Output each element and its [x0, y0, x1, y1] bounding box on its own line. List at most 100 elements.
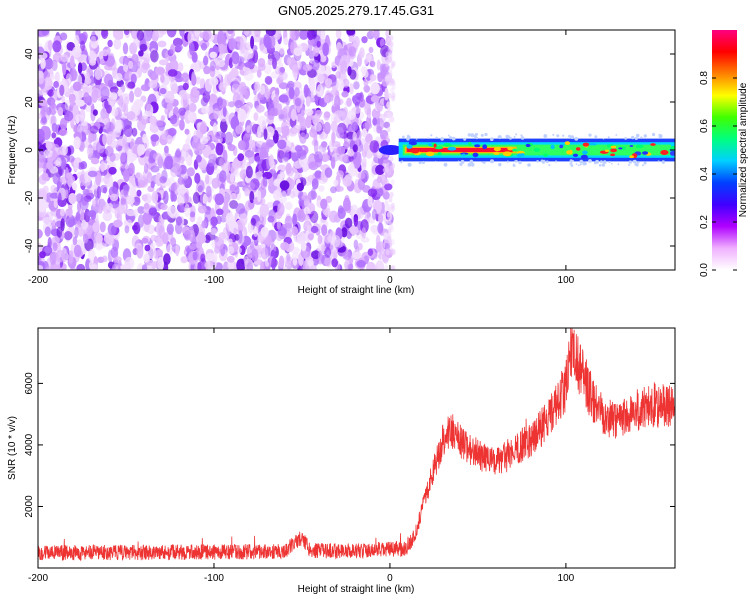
- spectrogram-cell: [283, 266, 288, 270]
- signal-band-halo: [588, 133, 592, 137]
- spectrogram-cell: [368, 46, 374, 54]
- spectrogram-cell: [164, 146, 169, 157]
- signal-band-speckle: [568, 149, 573, 155]
- spectrogram-cell: [50, 185, 57, 193]
- spectrogram-cell: [47, 89, 54, 97]
- spectrogram-cell: [389, 156, 394, 162]
- spectrogram-cell: [280, 171, 286, 179]
- colorbar-tick-label: 0.0: [699, 263, 710, 277]
- x-tick-label: 100: [558, 275, 575, 286]
- snr-frame: [37, 327, 676, 569]
- signal-band-halo: [451, 136, 456, 141]
- signal-band-speckle: [434, 146, 443, 150]
- spectrogram-cell: [177, 185, 187, 196]
- spectrogram-cell: [90, 264, 98, 270]
- x-tick-label: 0: [387, 275, 393, 286]
- spectrogram-cell: [255, 104, 265, 113]
- spectrogram-cell: [107, 79, 114, 87]
- signal-band-speckle: [482, 144, 488, 150]
- signal-band-halo: [642, 164, 644, 167]
- spectrogram-cell: [175, 216, 183, 226]
- spectrogram-cell: [69, 93, 75, 107]
- spectrogram-cell: [385, 30, 390, 38]
- spectrogram-cell: [349, 225, 359, 235]
- signal-band-halo: [447, 134, 450, 137]
- signal-band-halo: [415, 137, 418, 140]
- spectrogram-cell: [387, 46, 392, 53]
- spectrogram-cell: [361, 36, 368, 44]
- spectrogram-cell: [237, 153, 245, 162]
- spectrogram-cell: [112, 219, 123, 228]
- spectrogram-cell: [331, 258, 339, 268]
- spectrogram-cell: [171, 83, 179, 94]
- spectrogram-cell: [386, 101, 391, 108]
- spectrogram-cell: [72, 182, 78, 191]
- spectrogram-cell: [161, 129, 167, 140]
- x-tick-label: -100: [204, 573, 224, 584]
- spectrogram-cell: [279, 47, 285, 55]
- spectrogram-cell: [371, 208, 377, 220]
- spectrogram-cell: [123, 125, 133, 137]
- signal-band-halo: [470, 133, 475, 138]
- signal-band-halo: [513, 136, 516, 138]
- spectrogram-cell: [143, 193, 152, 204]
- spectrogram-cell: [128, 162, 135, 175]
- spectrogram-cell: [53, 81, 59, 88]
- spectrogram-cell: [108, 166, 117, 175]
- spectrogram-cell: [197, 231, 206, 244]
- spectrogram-cell: [294, 87, 300, 97]
- spectrogram-cell: [72, 46, 82, 58]
- spectrogram-cell: [244, 48, 254, 60]
- spectrogram-cell: [311, 178, 319, 190]
- spectrogram-cell: [391, 162, 396, 169]
- spectrogram-cell: [320, 30, 326, 40]
- spectrogram-cell: [321, 224, 328, 236]
- spectrogram-cell: [228, 238, 233, 245]
- spectrogram-cell: [72, 124, 79, 134]
- spectrogram-cell: [148, 80, 158, 89]
- spectrogram-cell: [284, 201, 293, 210]
- spectrogram-cell: [120, 197, 126, 206]
- signal-band-speckle: [582, 150, 588, 155]
- spectrogram-cell: [214, 193, 224, 206]
- spectrogram-cell: [357, 206, 364, 219]
- spectrogram-cell: [143, 163, 149, 174]
- spectrogram-cell: [107, 39, 113, 48]
- spectrogram-cell: [59, 32, 68, 41]
- spectrogram-cell: [250, 35, 255, 49]
- spectrogram-cell: [260, 247, 269, 260]
- spectrogram-cell: [173, 106, 179, 116]
- colorbar-ticks: 0.0 0.2 0.4 0.6 0.8: [699, 71, 737, 277]
- spectrogram-cell: [168, 127, 177, 137]
- spectrogram-cell: [130, 73, 137, 85]
- signal-band-halo: [602, 137, 605, 140]
- spectrogram-cell: [83, 92, 90, 104]
- spectrogram-cell: [226, 255, 235, 263]
- spectrogram-cell: [43, 57, 54, 70]
- spectrogram-cell: [384, 219, 389, 226]
- spectrogram-cell: [390, 265, 395, 270]
- spectrogram-cell: [211, 177, 220, 189]
- spectrogram-cell: [92, 109, 98, 116]
- spectrogram-cell: [67, 218, 77, 226]
- spectrogram-cell: [80, 132, 87, 143]
- signal-band-halo: [475, 136, 479, 140]
- spectrogram-cell: [186, 155, 193, 167]
- spectrogram-cell: [372, 252, 378, 260]
- spectrogram-cell: [113, 256, 122, 264]
- spectrogram-cell: [330, 120, 338, 133]
- spectrogram-cell: [365, 119, 370, 131]
- spectrogram-cell: [199, 122, 208, 135]
- signal-band-halo: [512, 164, 516, 167]
- signal-band-halo: [594, 135, 598, 139]
- signal-band-halo: [481, 161, 484, 164]
- spectrogram-cell: [126, 219, 132, 226]
- spectrogram-cell: [64, 189, 69, 199]
- spectrogram-cell: [73, 244, 82, 257]
- spectrogram-cell: [296, 149, 307, 160]
- spectrogram-cell: [283, 37, 289, 46]
- spectrogram-cell: [338, 205, 344, 215]
- spectrogram-cell: [387, 238, 392, 245]
- spectrogram-cell: [218, 232, 226, 240]
